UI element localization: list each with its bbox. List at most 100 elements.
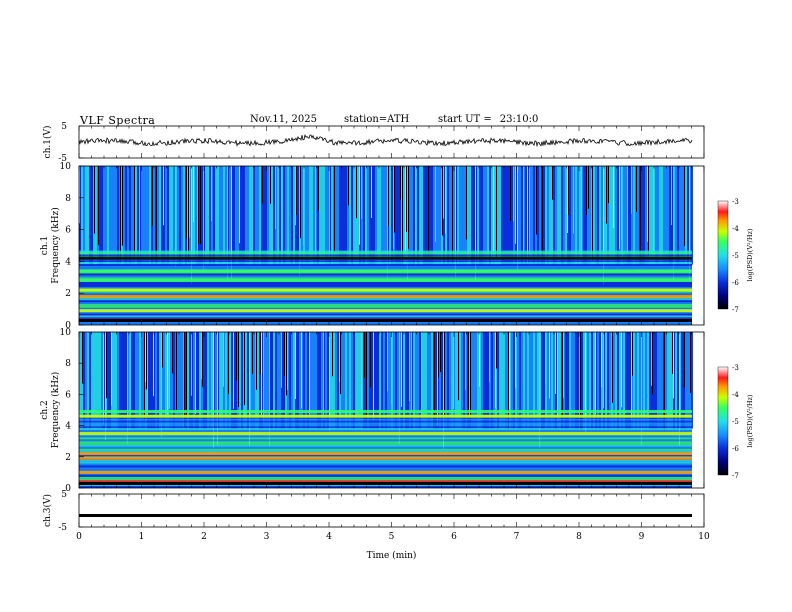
ytick-label-ch2: 10 — [60, 328, 72, 338]
sferic-line — [197, 166, 198, 259]
sferic-line — [329, 332, 330, 431]
dark-streak — [348, 166, 349, 206]
spectrogram-column — [189, 332, 191, 429]
sferic-line — [445, 166, 446, 234]
spectrogram-column — [447, 332, 449, 429]
spectrogram-column — [519, 166, 521, 265]
sferic-line — [619, 166, 620, 250]
spectrogram-column — [629, 332, 631, 429]
spectrogram-column — [675, 166, 677, 265]
dark-streak — [496, 332, 497, 369]
spectrogram-column — [363, 166, 365, 265]
spectrogram-column — [667, 166, 669, 265]
spectrogram-column — [311, 332, 313, 429]
spectrogram-column — [539, 166, 541, 265]
spectrogram-column — [647, 332, 649, 429]
spectrogram-column — [139, 332, 141, 429]
spectrogram-column — [389, 332, 391, 429]
xtick-label: 1 — [139, 532, 145, 542]
sferic-line — [303, 166, 304, 246]
spectrogram-column — [411, 166, 413, 265]
sferic-line — [309, 332, 310, 415]
spectrogram-column — [617, 332, 619, 429]
sferic-line — [299, 166, 300, 277]
start-label: start UT = — [438, 114, 492, 125]
sferic-line — [227, 166, 228, 279]
sferic-line — [493, 166, 494, 259]
spectrogram-column — [681, 332, 683, 429]
spectrogram-column — [417, 166, 419, 265]
spectrogram-column — [247, 166, 249, 265]
spectrogram-column — [575, 166, 577, 265]
sferic-line — [361, 332, 362, 410]
spectrogram-column — [111, 166, 113, 265]
spectrogram-column — [653, 332, 655, 429]
baseline-strip — [79, 482, 692, 485]
spectrogram-column — [497, 332, 499, 429]
spectrogram-column — [119, 332, 121, 429]
spectrogram-column — [565, 332, 567, 429]
spectrogram-column — [343, 166, 345, 265]
spectrogram-column — [531, 166, 533, 265]
ylabel-ch3: ch.3(V) — [42, 494, 53, 527]
spectrogram-column — [435, 332, 437, 429]
sferic-line — [651, 332, 652, 386]
dark-streak — [568, 166, 569, 215]
spectrogram-column — [115, 166, 117, 265]
spectrogram-row — [79, 315, 692, 318]
spectrogram-column — [527, 332, 529, 429]
spectrogram-column — [599, 166, 601, 265]
dark-streak — [588, 166, 589, 209]
spectrogram-column — [347, 332, 349, 429]
sferic-line — [373, 332, 374, 420]
spectrogram-column — [367, 332, 369, 429]
spectrogram-column — [589, 332, 591, 429]
spectrogram-column — [659, 332, 661, 429]
spectrogram-column — [179, 166, 181, 265]
sferic-line — [495, 332, 496, 409]
spectrogram-column — [543, 166, 545, 265]
sferic-line — [479, 332, 480, 387]
spectrogram-column — [289, 332, 291, 429]
ytick-label-ch1: 2 — [65, 289, 71, 299]
dark-streak — [228, 332, 229, 395]
spectrogram-column — [337, 332, 339, 429]
ch1-trace — [78, 133, 693, 148]
spectrogram-column — [241, 332, 243, 429]
spectrogram-column — [277, 332, 279, 429]
dark-streak — [444, 332, 445, 416]
dark-streak — [640, 166, 641, 264]
spectrogram-column — [607, 332, 609, 429]
spectrogram-column — [395, 332, 397, 429]
spectrogram-column — [271, 166, 273, 265]
dark-streak — [262, 166, 263, 204]
spectrogram-column — [481, 332, 483, 429]
dark-streak — [244, 332, 245, 406]
ytick-label-ch2: 6 — [65, 390, 71, 400]
spectrogram-column — [345, 166, 347, 265]
xtick-label: 7 — [514, 532, 520, 542]
sferic-line — [513, 166, 514, 222]
spectrogram-column — [319, 332, 321, 429]
spectrogram-row — [79, 317, 692, 320]
spectrogram-row — [79, 424, 692, 427]
spectrogram-column — [665, 332, 667, 429]
spectral-band — [79, 452, 692, 456]
spectrogram-column — [231, 332, 233, 429]
spectrogram-column — [223, 166, 225, 265]
spectrogram-column — [461, 166, 463, 265]
spectrogram-column — [687, 166, 689, 265]
spectrogram-column — [299, 332, 301, 429]
spectrogram-column — [277, 166, 279, 265]
ylabel-ch1: ch.1(V) — [42, 126, 53, 159]
sferic-line — [365, 166, 366, 253]
ytick-label-ch1: 5 — [61, 122, 67, 132]
sferic-line — [453, 332, 454, 410]
dark-streak — [608, 166, 609, 204]
dark-streak — [664, 332, 665, 432]
sferic-line — [127, 332, 128, 444]
sferic-line — [387, 166, 388, 278]
spectrogram-column — [377, 332, 379, 429]
sferic-line — [175, 166, 176, 268]
spectrogram-row — [79, 265, 692, 268]
